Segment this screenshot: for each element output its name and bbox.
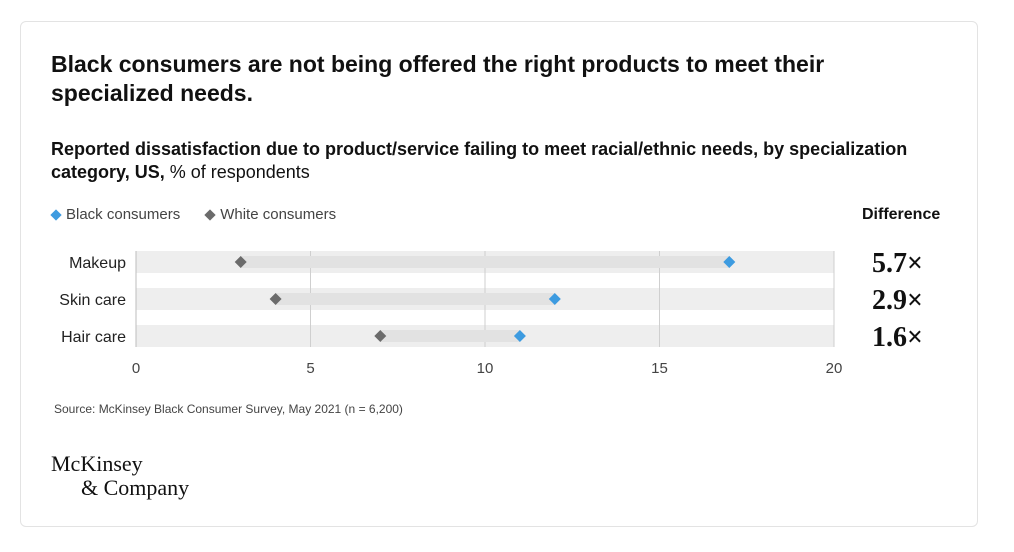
dot-black-consumers bbox=[513, 330, 526, 342]
difference-value-hair-care: 1.6× bbox=[872, 322, 923, 353]
chart-title: Black consumers are not being offered th… bbox=[51, 51, 825, 106]
dot-white-consumers bbox=[374, 330, 387, 342]
x-tick-label: 15 bbox=[651, 360, 668, 377]
x-tick-label: 10 bbox=[477, 360, 494, 377]
logo-line-1: McKinsey bbox=[51, 451, 143, 476]
logo-line-2: & Company bbox=[81, 475, 190, 500]
legend-item-black: Black consumers bbox=[50, 206, 181, 223]
chart-subtitle: Reported dissatisfaction due to product/… bbox=[51, 138, 931, 184]
dot-white-consumers bbox=[269, 293, 282, 305]
source-note: Source: McKinsey Black Consumer Survey, … bbox=[54, 402, 403, 416]
x-tick-label: 5 bbox=[306, 360, 314, 377]
x-tick-label: 0 bbox=[132, 360, 140, 377]
dot-black-consumers bbox=[548, 293, 561, 305]
category-label: Hair care bbox=[61, 329, 126, 346]
legend: Black consumers White consumers bbox=[50, 206, 337, 223]
range-connector bbox=[380, 330, 520, 342]
subtitle-bold: Reported dissatisfaction due to product/… bbox=[51, 139, 908, 182]
difference-value-makeup: 5.7× bbox=[872, 248, 923, 279]
mckinsey-logo: McKinsey & Company bbox=[51, 452, 189, 500]
dot-white-consumers bbox=[234, 256, 247, 268]
difference-value-skin-care: 2.9× bbox=[872, 285, 923, 316]
chart-card bbox=[20, 21, 978, 527]
legend-label-black: Black consumers bbox=[66, 206, 181, 223]
legend-label-white: White consumers bbox=[220, 206, 337, 223]
subtitle-unit: % of respondents bbox=[164, 162, 310, 182]
range-connector bbox=[240, 256, 730, 268]
category-label: Makeup bbox=[69, 255, 126, 272]
x-tick-label: 20 bbox=[826, 360, 843, 377]
legend-item-white: White consumers bbox=[204, 206, 337, 223]
dot-black-consumers bbox=[723, 256, 736, 268]
category-label: Skin care bbox=[59, 292, 126, 309]
difference-header: Difference bbox=[862, 206, 941, 223]
range-connector bbox=[275, 293, 555, 305]
